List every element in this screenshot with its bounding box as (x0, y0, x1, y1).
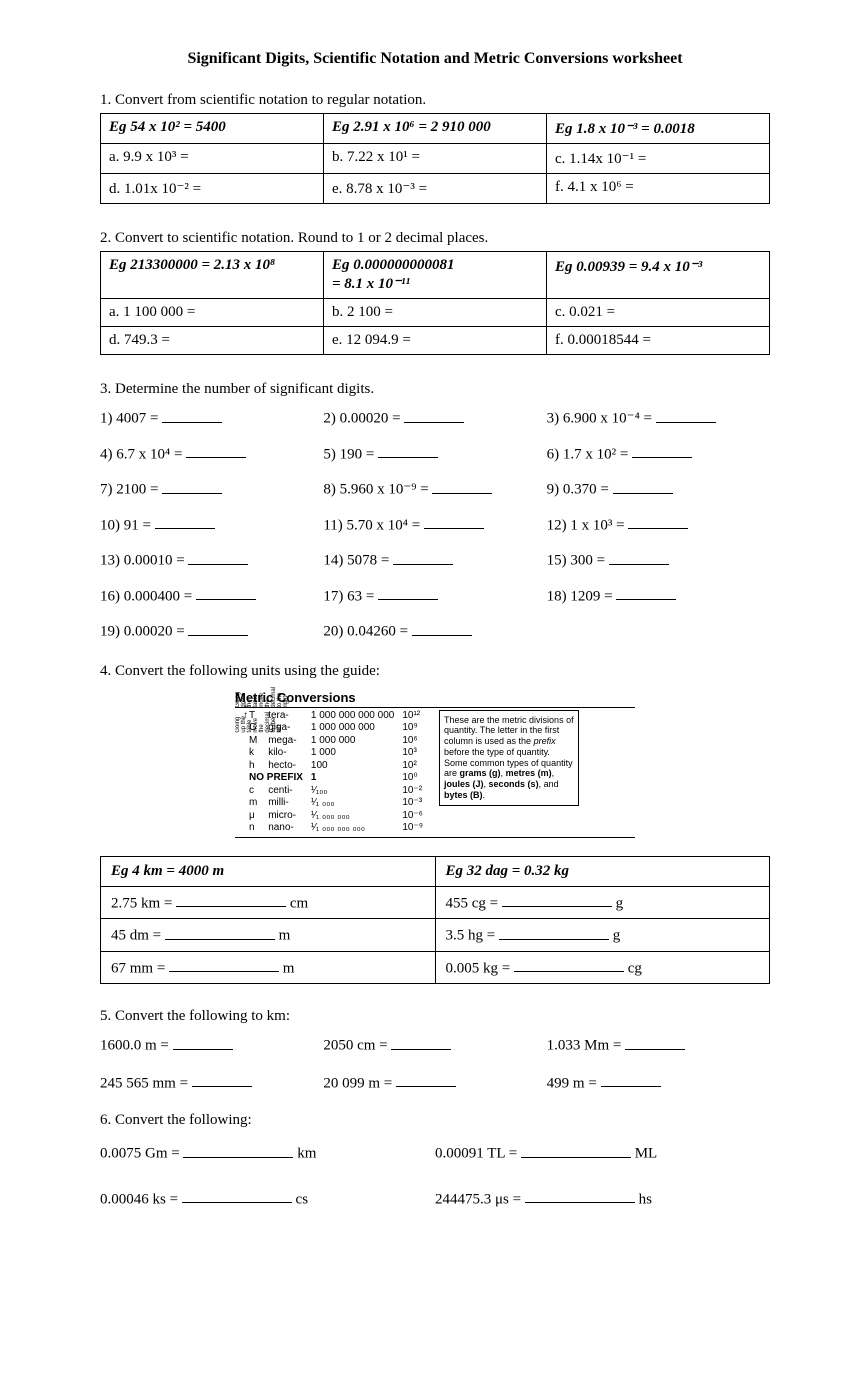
metric-conversions-guide: Metric Conversions Going up the table mo… (235, 690, 635, 838)
s3-item: 13) 0.00010 = (100, 550, 323, 570)
metric-title: Metric Conversions (235, 690, 635, 705)
s6-r0-r: 0.00091 TL = ML (435, 1143, 770, 1163)
s3-item: 18) 1209 = (547, 586, 770, 606)
section-3-grid: 1) 4007 = 2) 0.00020 = 3) 6.900 x 10⁻⁴ =… (100, 408, 770, 641)
s4-r0-l: 2.75 km = cm (101, 886, 436, 919)
s1-c: c. 1.14x 10⁻¹ = (547, 144, 770, 174)
section-5-head: 5. Convert the following to km: (100, 1008, 770, 1025)
s6-r1-r: 244475.3 μs = hs (435, 1189, 770, 1209)
s1-a: a. 9.9 x 10³ = (101, 144, 324, 174)
s3-item: 8) 5.960 x 10⁻⁹ = (323, 479, 546, 499)
section-3-head: 3. Determine the number of significant d… (100, 381, 770, 398)
s3-item: 7) 2100 = (100, 479, 323, 499)
s2-eg-2: Eg 0.00939 = 9.4 x 10⁻³ (547, 252, 770, 299)
s3-item: 17) 63 = (323, 586, 546, 606)
s3-item: 11) 5.70 x 10⁴ = (323, 515, 546, 535)
s1-e: e. 8.78 x 10⁻³ = (324, 174, 547, 204)
s3-item: 3) 6.900 x 10⁻⁴ = (547, 408, 770, 428)
s5-r0-2: 1.033 Mm = (547, 1035, 770, 1055)
s1-eg-0: Eg 54 x 10² = 5400 (101, 114, 324, 144)
s2-f: f. 0.00018544 = (547, 327, 770, 355)
s6-r1-l: 0.00046 ks = cs (100, 1189, 435, 1209)
s3-item: 9) 0.370 = (547, 479, 770, 499)
s1-b: b. 7.22 x 10¹ = (324, 144, 547, 174)
section-1-table: Eg 54 x 10² = 5400 Eg 2.91 x 10⁶ = 2 910… (100, 113, 770, 204)
s3-item (547, 621, 770, 641)
section-4-table: Eg 4 km = 4000 m Eg 32 dag = 0.32 kg 2.7… (100, 856, 770, 985)
s4-r1-l: 45 dm = m (101, 919, 436, 952)
s3-item: 2) 0.00020 = (323, 408, 546, 428)
s4-r1-r: 3.5 hg = g (435, 919, 770, 952)
s2-eg-1: Eg 0.000000000081 = 8.1 x 10⁻¹¹ (324, 252, 547, 299)
s4-r2-r: 0.005 kg = cg (435, 951, 770, 984)
s2-c: c. 0.021 = (547, 299, 770, 327)
s2-b: b. 2 100 = (324, 299, 547, 327)
s3-item: 15) 300 = (547, 550, 770, 570)
section-6-grid: 0.0075 Gm = km 0.00091 TL = ML 0.00046 k… (100, 1143, 770, 1208)
s1-f: f. 4.1 x 10⁶ = (547, 174, 770, 204)
s5-r1-2: 499 m = (547, 1073, 770, 1093)
section-4-head: 4. Convert the following units using the… (100, 663, 770, 680)
s2-eg-0: Eg 213300000 = 2.13 x 10⁸ (101, 252, 324, 299)
s3-item: 4) 6.7 x 10⁴ = (100, 444, 323, 464)
s3-item: 1) 4007 = (100, 408, 323, 428)
s4-eg-0: Eg 4 km = 4000 m (101, 856, 436, 886)
s3-item: 6) 1.7 x 10² = (547, 444, 770, 464)
s3-item: 14) 5078 = (323, 550, 546, 570)
s3-item: 12) 1 x 10³ = (547, 515, 770, 535)
s4-r0-r: 455 cg = g (435, 886, 770, 919)
arrow-down-label: Going down the table move the decimal to… (235, 687, 289, 708)
s3-item: 16) 0.000400 = (100, 586, 323, 606)
s5-r1-1: 20 099 m = (323, 1073, 546, 1093)
s5-r0-0: 1600.0 m = (100, 1035, 323, 1055)
s1-eg-2: Eg 1.8 x 10⁻³ = 0.0018 (547, 114, 770, 144)
s5-r1-0: 245 565 mm = (100, 1073, 323, 1093)
s4-r2-l: 67 mm = m (101, 951, 436, 984)
section-5-grid: 1600.0 m = 2050 cm = 1.033 Mm = 245 565 … (100, 1035, 770, 1092)
s5-r0-1: 2050 cm = (323, 1035, 546, 1055)
metric-note: These are the metric divisions of quanti… (439, 710, 579, 806)
section-2-head: 2. Convert to scientific notation. Round… (100, 230, 770, 247)
page-title: Significant Digits, Scientific Notation … (100, 50, 770, 68)
s4-eg-1: Eg 32 dag = 0.32 kg (435, 856, 770, 886)
s2-a: a. 1 100 000 = (101, 299, 324, 327)
s2-e: e. 12 094.9 = (324, 327, 547, 355)
s3-item: 5) 190 = (323, 444, 546, 464)
s3-item: 19) 0.00020 = (100, 621, 323, 641)
s1-d: d. 1.01x 10⁻² = (101, 174, 324, 204)
section-2-table: Eg 213300000 = 2.13 x 10⁸ Eg 0.000000000… (100, 251, 770, 355)
s2-d: d. 749.3 = (101, 327, 324, 355)
arrow-up-icon: ↑ (243, 710, 248, 721)
section-1-head: 1. Convert from scientific notation to r… (100, 92, 770, 109)
s3-item: 20) 0.04260 = (323, 621, 546, 641)
s3-item: 10) 91 = (100, 515, 323, 535)
section-6-head: 6. Convert the following: (100, 1112, 770, 1129)
s1-eg-1: Eg 2.91 x 10⁶ = 2 910 000 (324, 114, 547, 144)
s6-r0-l: 0.0075 Gm = km (100, 1143, 435, 1163)
